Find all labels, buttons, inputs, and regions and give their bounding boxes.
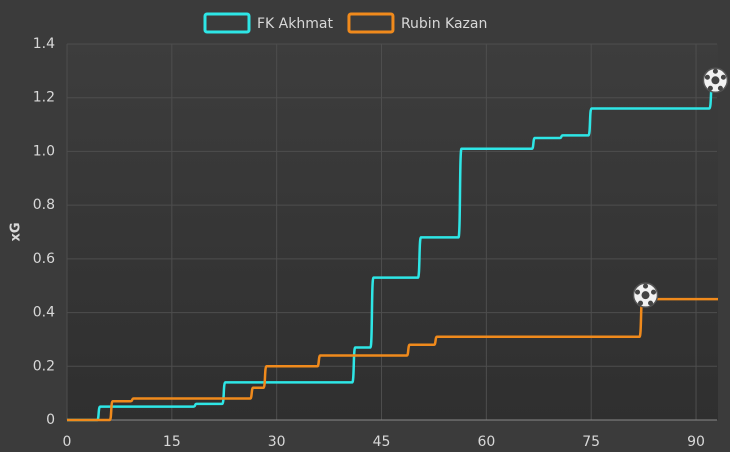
- series-line: [67, 297, 718, 422]
- plot-area: [67, 44, 718, 420]
- y-tick-label: 0: [46, 412, 55, 428]
- ball-patch: [648, 300, 654, 306]
- y-tick-label: 1.4: [33, 36, 55, 52]
- legend-label: FK Akhmat: [257, 16, 333, 32]
- x-tick-label: 0: [63, 434, 72, 450]
- goal-marker: [632, 282, 659, 308]
- ball-patch: [704, 74, 710, 80]
- x-tick-label: 15: [163, 434, 181, 450]
- y-tick-label: 0.6: [33, 251, 55, 267]
- goal-marker: [702, 67, 729, 94]
- y-tick-label: 0.2: [33, 358, 55, 374]
- y-tick-label: 1.0: [33, 143, 55, 159]
- legend-swatch: [203, 12, 251, 34]
- x-tick-label: 45: [373, 434, 391, 450]
- y-axis-label: xG: [9, 222, 24, 241]
- ball-patch: [643, 283, 649, 289]
- x-tick-label: 75: [582, 434, 600, 450]
- ball-patch: [638, 300, 644, 306]
- ball-patch: [720, 74, 726, 80]
- y-tick-label: 0.8: [33, 197, 55, 213]
- legend-label: Rubin Kazan: [401, 16, 487, 32]
- ball-patch: [711, 76, 720, 85]
- y-tick-label: 0.4: [33, 305, 55, 321]
- ball-patch: [717, 85, 723, 91]
- legend-swatch: [347, 12, 395, 34]
- x-tick-label: 90: [687, 434, 705, 450]
- x-tick-label: 60: [477, 434, 495, 450]
- ball-patch: [651, 289, 657, 295]
- ball-patch: [707, 85, 713, 91]
- ball-patch: [635, 289, 641, 295]
- ball-patch: [641, 291, 650, 300]
- y-tick-label: 1.2: [33, 90, 55, 106]
- series-line: [67, 83, 718, 422]
- x-tick-label: 30: [268, 434, 286, 450]
- ball-patch: [712, 68, 718, 74]
